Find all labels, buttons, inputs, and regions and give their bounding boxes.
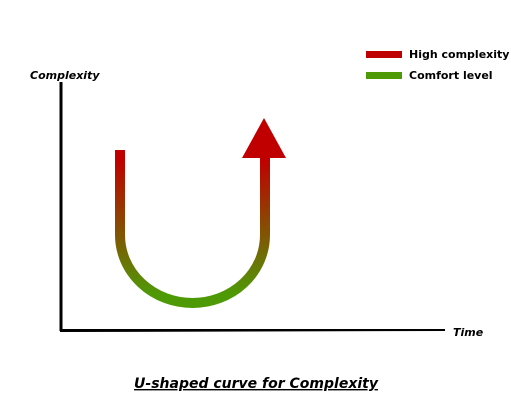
legend-label: High complexity — [409, 48, 509, 61]
y-axis-label: Complexity — [30, 69, 100, 82]
legend-swatch — [366, 51, 402, 58]
legend-label: Comfort level — [409, 69, 493, 82]
caption: U-shaped curve for Complexity — [134, 376, 379, 392]
u-curve — [115, 150, 270, 308]
legend: High complexity Comfort level — [366, 48, 509, 82]
x-axis — [60, 329, 445, 332]
arrow-head — [242, 118, 286, 158]
legend-swatch — [366, 72, 402, 79]
x-axis-label: Time — [453, 326, 484, 339]
